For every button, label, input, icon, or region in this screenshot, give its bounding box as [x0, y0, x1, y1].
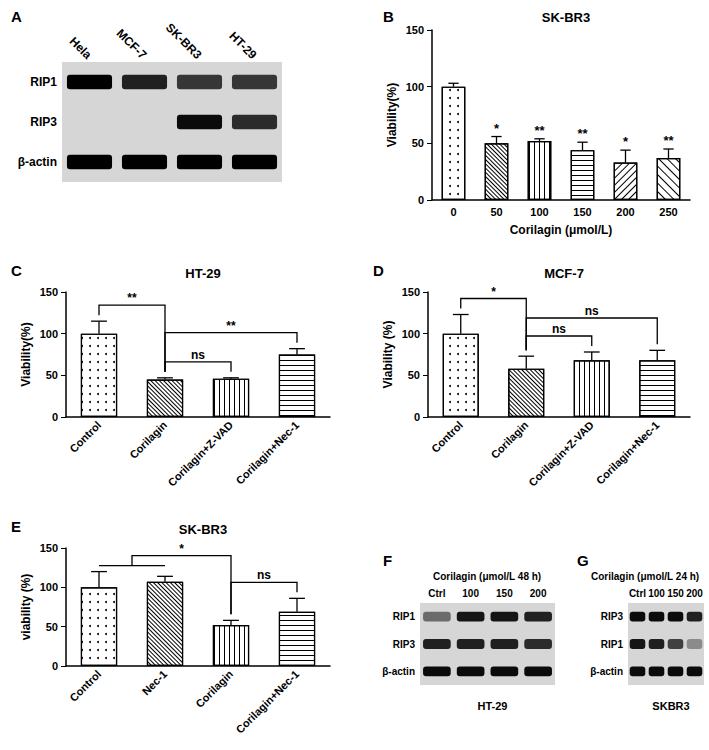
svg-text:150: 150: [573, 206, 591, 218]
svg-text:MCF-7: MCF-7: [544, 266, 584, 281]
svg-text:150: 150: [667, 588, 684, 599]
svg-text:100: 100: [402, 328, 420, 340]
svg-text:*: *: [491, 285, 496, 299]
svg-text:D: D: [373, 262, 384, 279]
svg-text:0: 0: [414, 411, 420, 423]
svg-text:Corilagin (μmol/L 48 h): Corilagin (μmol/L 48 h): [433, 571, 541, 582]
svg-text:*: *: [623, 134, 629, 149]
svg-text:**: **: [226, 319, 236, 333]
svg-text:C: C: [11, 262, 22, 279]
svg-text:RIP3: RIP3: [393, 639, 416, 650]
svg-text:0: 0: [52, 660, 58, 672]
svg-text:Control: Control: [429, 419, 465, 455]
svg-text:ns: ns: [191, 348, 205, 362]
svg-text:RIP3: RIP3: [601, 611, 624, 622]
svg-text:150: 150: [40, 542, 58, 554]
svg-text:RIP3: RIP3: [30, 115, 57, 129]
svg-text:200: 200: [686, 588, 703, 599]
svg-text:100: 100: [40, 328, 58, 340]
svg-text:Corilagin: Corilagin: [193, 668, 235, 710]
svg-text:Viability(%): Viability(%): [19, 322, 33, 386]
svg-text:0: 0: [450, 206, 456, 218]
svg-text:ns: ns: [257, 568, 271, 582]
svg-text:**: **: [127, 291, 137, 305]
svg-text:A: A: [11, 8, 22, 25]
svg-text:**: **: [663, 133, 674, 148]
svg-text:F: F: [383, 552, 392, 569]
svg-text:B: B: [383, 8, 394, 25]
svg-text:MCF-7: MCF-7: [114, 26, 150, 62]
svg-text:50: 50: [412, 137, 424, 149]
svg-text:ns: ns: [552, 322, 566, 336]
svg-text:SK-BR3: SK-BR3: [179, 522, 227, 537]
svg-text:*: *: [179, 542, 184, 556]
svg-text:Ctrl: Ctrl: [629, 588, 646, 599]
svg-text:SK-BR3: SK-BR3: [542, 10, 590, 25]
svg-text:RIP1: RIP1: [30, 75, 57, 89]
svg-text:RIP1: RIP1: [393, 611, 416, 622]
svg-text:β-actin: β-actin: [590, 666, 623, 677]
svg-text:HT-29: HT-29: [185, 266, 220, 281]
svg-text:*: *: [494, 121, 500, 136]
svg-text:SK-BR3: SK-BR3: [163, 20, 205, 62]
svg-text:**: **: [577, 126, 588, 141]
svg-text:200: 200: [616, 206, 634, 218]
svg-text:Corilagin+Nec-1: Corilagin+Nec-1: [233, 668, 301, 736]
svg-text:ns: ns: [585, 304, 599, 318]
svg-text:Viability(%): Viability(%): [385, 83, 399, 147]
svg-text:β-actin: β-actin: [382, 666, 415, 677]
svg-text:HT-29: HT-29: [226, 29, 259, 62]
svg-text:E: E: [11, 518, 21, 535]
svg-text:150: 150: [40, 286, 58, 298]
svg-text:Hela: Hela: [67, 34, 95, 62]
svg-text:Corilagin+Nec-1: Corilagin+Nec-1: [594, 419, 662, 487]
svg-text:50: 50: [490, 206, 502, 218]
svg-text:RIP1: RIP1: [601, 639, 624, 650]
svg-text:150: 150: [406, 24, 424, 36]
svg-text:Corilagin: Corilagin: [488, 419, 530, 461]
svg-text:100: 100: [530, 206, 548, 218]
svg-text:50: 50: [46, 369, 58, 381]
svg-text:100: 100: [648, 588, 665, 599]
svg-text:β-actin: β-actin: [18, 155, 57, 169]
svg-text:0: 0: [52, 411, 58, 423]
svg-text:250: 250: [659, 206, 677, 218]
svg-text:G: G: [577, 552, 589, 569]
svg-text:150: 150: [496, 588, 513, 599]
svg-text:100: 100: [462, 588, 479, 599]
svg-text:Corilagin+Z-VAD: Corilagin+Z-VAD: [165, 419, 235, 489]
svg-text:150: 150: [402, 286, 420, 298]
svg-text:Corilagin (μmol/L 24 h): Corilagin (μmol/L 24 h): [591, 571, 699, 582]
svg-text:50: 50: [408, 369, 420, 381]
svg-text:Viability (%): Viability (%): [381, 321, 395, 389]
svg-text:Corilagin+Z-VAD: Corilagin+Z-VAD: [526, 419, 596, 489]
svg-text:200: 200: [530, 588, 547, 599]
svg-text:Corilagin (μmol/L): Corilagin (μmol/L): [510, 223, 613, 237]
svg-text:100: 100: [40, 581, 58, 593]
svg-text:Control: Control: [67, 668, 103, 704]
svg-text:SKBR3: SKBR3: [652, 700, 689, 712]
svg-text:Nec-1: Nec-1: [140, 668, 170, 698]
svg-text:50: 50: [46, 621, 58, 633]
svg-text:viability (%): viability (%): [19, 574, 33, 641]
svg-text:Control: Control: [67, 419, 103, 455]
svg-text:**: **: [534, 123, 545, 138]
svg-text:Corilagin: Corilagin: [127, 419, 169, 461]
svg-text:0: 0: [418, 194, 424, 206]
svg-text:HT-29: HT-29: [478, 700, 508, 712]
svg-text:Ctrl: Ctrl: [428, 588, 445, 599]
svg-text:100: 100: [406, 81, 424, 93]
svg-text:Corilagin+Nec-1: Corilagin+Nec-1: [233, 419, 301, 487]
